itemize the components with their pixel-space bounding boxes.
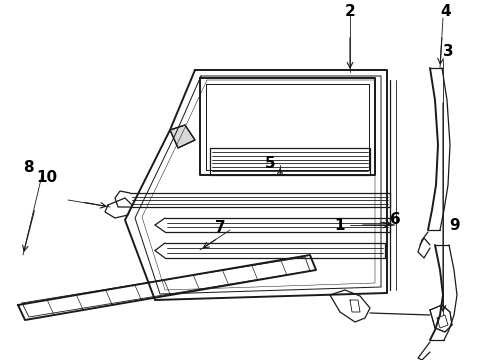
Text: 6: 6 (390, 212, 400, 228)
Text: 1: 1 (335, 217, 345, 233)
Text: 7: 7 (215, 220, 225, 235)
Text: 8: 8 (23, 161, 33, 175)
Text: 2: 2 (344, 4, 355, 19)
Text: 5: 5 (265, 156, 275, 171)
Text: 4: 4 (441, 4, 451, 19)
Text: 9: 9 (450, 217, 460, 233)
Text: 3: 3 (442, 45, 453, 59)
Polygon shape (170, 125, 195, 148)
Text: 10: 10 (36, 171, 57, 185)
